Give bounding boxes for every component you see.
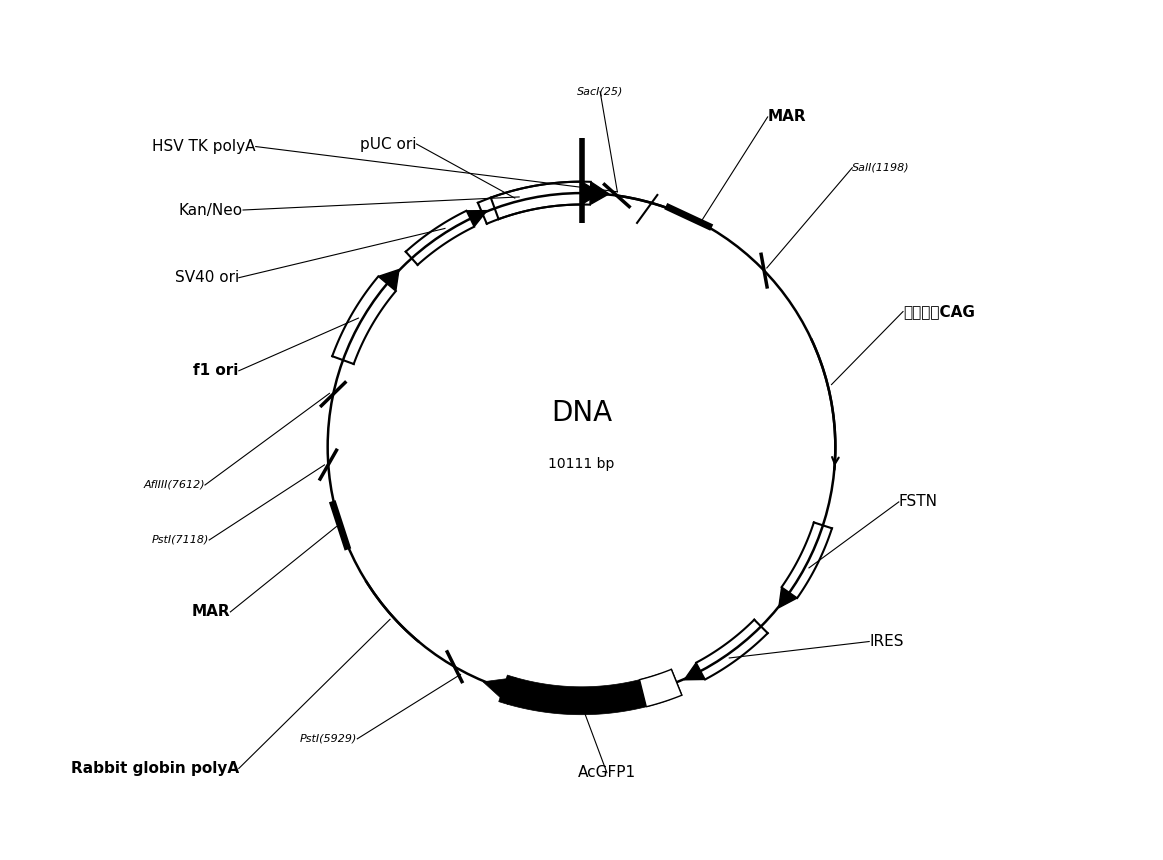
Text: 10111 bp: 10111 bp — [548, 457, 615, 470]
Text: AflIII(7612): AflIII(7612) — [143, 480, 205, 490]
Text: f1 ori: f1 ori — [193, 363, 238, 378]
Text: FSTN: FSTN — [899, 494, 937, 509]
Polygon shape — [590, 181, 609, 205]
Polygon shape — [582, 181, 600, 205]
Polygon shape — [466, 211, 487, 227]
Text: SalI(1198): SalI(1198) — [852, 163, 909, 173]
Text: HSV TK polyA: HSV TK polyA — [152, 139, 256, 154]
Text: AcGFP1: AcGFP1 — [578, 765, 636, 780]
Text: IRES: IRES — [869, 634, 904, 649]
Polygon shape — [779, 587, 797, 608]
Polygon shape — [640, 669, 682, 707]
Text: MAR: MAR — [768, 109, 806, 125]
Text: 酥切后的CAG: 酥切后的CAG — [902, 304, 975, 319]
Text: pUC ori: pUC ori — [361, 137, 416, 151]
Text: PstI(5929): PstI(5929) — [300, 734, 357, 744]
Text: SacI(25): SacI(25) — [577, 87, 623, 96]
Polygon shape — [684, 663, 705, 679]
Polygon shape — [378, 269, 399, 291]
Text: PstI(7118): PstI(7118) — [152, 535, 209, 545]
Polygon shape — [483, 678, 515, 704]
Text: DNA: DNA — [551, 399, 612, 427]
Text: Rabbit globin polyA: Rabbit globin polyA — [71, 761, 238, 776]
Polygon shape — [499, 673, 670, 715]
Text: MAR: MAR — [192, 605, 230, 619]
Text: SV40 ori: SV40 ori — [174, 270, 238, 286]
Text: Kan/Neo: Kan/Neo — [179, 202, 243, 218]
